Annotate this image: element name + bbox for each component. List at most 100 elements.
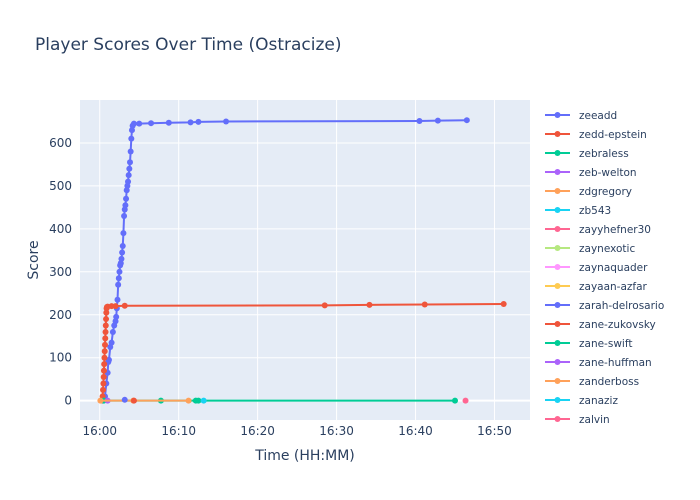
data-point — [165, 119, 172, 126]
data-point — [366, 301, 373, 308]
data-point — [119, 243, 126, 250]
data-point — [101, 354, 108, 361]
y-tick-label: 0 — [64, 394, 72, 408]
series-zane-swift — [192, 397, 199, 404]
data-point — [108, 339, 115, 346]
series-zayyhefner30 — [462, 397, 469, 404]
series-zarah-delrosario — [121, 396, 128, 403]
legend-label: zane-swift — [579, 338, 632, 350]
grid — [80, 100, 530, 420]
y-axis-title: Score — [26, 240, 42, 279]
legend-item[interactable]: zane-huffman — [545, 357, 652, 369]
x-tick-label: 16:30 — [319, 424, 354, 438]
data-point — [102, 341, 108, 348]
data-point — [130, 397, 137, 404]
legend-swatch-marker — [554, 245, 561, 251]
x-tick-label: 16:20 — [240, 424, 275, 438]
legend-label: zane-zukovsky — [579, 319, 656, 331]
legend-swatch-marker — [554, 378, 561, 384]
legend-label: zanaziz — [579, 395, 618, 407]
data-point — [421, 301, 428, 308]
data-point — [148, 120, 155, 127]
legend-swatch-marker — [554, 397, 561, 403]
data-point — [115, 281, 122, 288]
y-tick-label: 100 — [49, 351, 72, 365]
data-point — [113, 313, 120, 320]
legend-swatch-marker — [554, 416, 561, 422]
series-zane-zukovsky — [130, 397, 137, 404]
data-point — [100, 386, 107, 393]
legend-item[interactable]: zalvin — [545, 414, 610, 426]
data-point — [128, 135, 135, 142]
legend-label: zarah-delrosario — [579, 300, 664, 312]
data-point — [100, 380, 107, 387]
legend-label: zeb-welton — [579, 167, 637, 179]
legend-label: zayyhefner30 — [579, 224, 651, 236]
data-point — [122, 202, 129, 209]
y-tick-label: 300 — [49, 265, 72, 279]
legend[interactable]: zeeadd zedd-epstein zebraless zeb-welton zdg… — [545, 110, 664, 426]
data-point — [102, 322, 109, 329]
data-point — [321, 302, 328, 309]
data-point — [462, 397, 469, 404]
data-point — [127, 159, 133, 166]
data-point — [125, 178, 132, 185]
legend-item[interactable]: zeb-welton — [545, 167, 637, 179]
data-point — [452, 397, 458, 404]
legend-label: zedd-epstein — [579, 129, 647, 141]
data-point — [101, 348, 108, 355]
legend-item[interactable]: zanaziz — [545, 395, 618, 407]
data-point — [463, 117, 470, 124]
legend-label: zayaan-azfar — [579, 281, 648, 293]
data-point — [125, 172, 132, 179]
legend-item[interactable]: zb543 — [545, 205, 611, 217]
chart-title: Player Scores Over Time (Ostracize) — [35, 35, 342, 55]
data-point — [130, 120, 137, 127]
legend-item[interactable]: zane-zukovsky — [545, 319, 656, 331]
legend-label: zb543 — [579, 205, 611, 217]
legend-item[interactable]: zaynaquader — [545, 262, 648, 274]
legend-item[interactable]: zdgregory — [545, 186, 632, 198]
legend-label: zaynexotic — [579, 243, 635, 255]
legend-item[interactable]: zedd-epstein — [545, 129, 647, 141]
x-tick-label: 16:00 — [82, 424, 117, 438]
legend-item[interactable]: zane-swift — [545, 338, 632, 350]
legend-item[interactable]: zeeadd — [545, 110, 617, 122]
data-point — [101, 361, 108, 368]
y-tick-label: 600 — [49, 136, 72, 150]
legend-item[interactable]: zaynexotic — [545, 243, 635, 255]
y-tick-label: 500 — [49, 179, 72, 193]
legend-swatch-marker — [554, 150, 561, 156]
x-tick-label: 16:50 — [477, 424, 512, 438]
legend-item[interactable]: zanderboss — [545, 376, 639, 388]
y-tick-label: 200 — [49, 308, 72, 322]
data-point — [195, 118, 202, 125]
data-point — [187, 119, 194, 126]
data-point — [102, 335, 109, 342]
legend-label: zanderboss — [579, 376, 639, 388]
y-tick-label: 400 — [49, 222, 72, 236]
series-zb543 — [200, 397, 207, 404]
data-point — [121, 302, 128, 309]
data-point — [105, 356, 112, 363]
legend-item[interactable]: zebraless — [545, 148, 629, 160]
legend-label: zeeadd — [579, 110, 617, 122]
data-point — [123, 195, 130, 202]
data-point — [120, 230, 127, 237]
data-point — [119, 249, 126, 256]
legend-swatch-marker — [554, 302, 561, 308]
data-point — [109, 328, 116, 335]
legend-item[interactable]: zayaan-azfar — [545, 281, 648, 293]
legend-item[interactable]: zayyhefner30 — [545, 224, 651, 236]
legend-item[interactable]: zarah-delrosario — [545, 300, 664, 312]
data-point — [127, 148, 134, 155]
legend-swatch-marker — [554, 207, 561, 213]
data-point — [115, 275, 122, 282]
data-point — [112, 303, 119, 310]
legend-swatch-marker — [554, 359, 561, 365]
data-point — [102, 328, 109, 335]
data-point — [97, 397, 104, 404]
data-point — [121, 396, 128, 403]
